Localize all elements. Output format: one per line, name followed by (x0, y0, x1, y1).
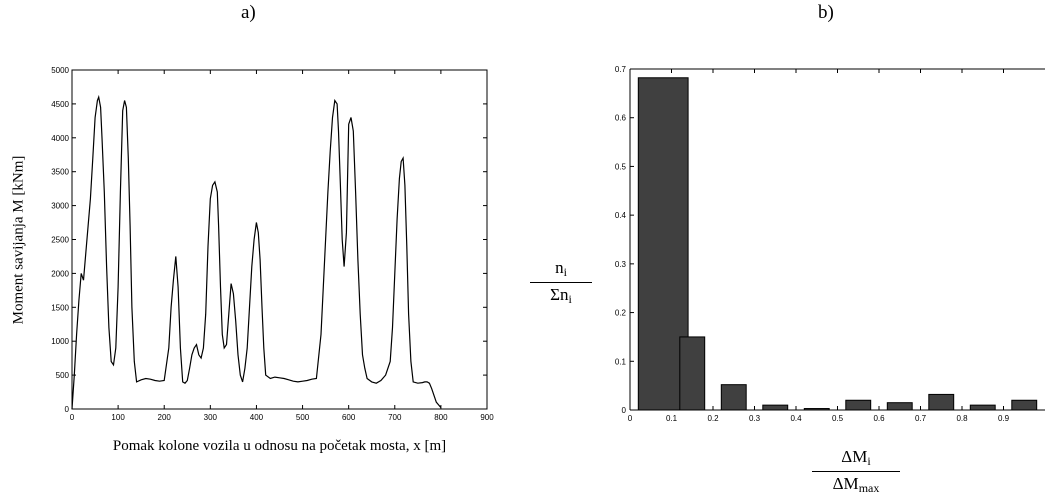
chart-b-y-axis-label: ni Σni (530, 258, 592, 307)
chart-b-y-tick-label: 0 (622, 406, 627, 415)
chart-b-y-tick-label: 0.3 (615, 260, 627, 269)
chart-b-bar (928, 393, 955, 411)
chart-b-bar (969, 404, 996, 411)
chart-a-x-tick-label: 0 (70, 413, 75, 422)
x-label-denominator: ΔMmax (832, 474, 880, 495)
chart-a-x-tick-label: 400 (250, 413, 264, 422)
chart-b-x-tick-label: 0.3 (749, 414, 761, 423)
chart-a-y-tick-label: 2000 (51, 269, 69, 278)
chart-b-bar (1011, 399, 1038, 411)
chart-a-x-axis-label: Pomak kolone vozila u odnosu na početak … (112, 438, 447, 454)
chart-a-plot-frame (71, 69, 488, 410)
chart-b-x-tick-label: 0.9 (998, 414, 1010, 423)
chart-a-moment-line (71, 94, 442, 410)
panel-a-label: a) (241, 2, 256, 23)
chart-a-y-axis-label: Moment savijanja M [kNm] (10, 155, 27, 325)
chart-b-bar (845, 399, 872, 411)
chart-a-y-tick-label: 1500 (51, 303, 69, 312)
chart-b-bar (637, 77, 689, 411)
chart-a-y-tick-label: 500 (56, 371, 70, 380)
chart-b-x-tick-label: 0.7 (915, 414, 927, 423)
chart-b-bar (762, 404, 789, 411)
chart-a-y-tick-label: 2500 (51, 236, 69, 245)
chart-a-x-tick-label: 300 (204, 413, 218, 422)
chart-b-x-tick-label: 0.8 (956, 414, 968, 423)
chart-b-x-tick-label: 0 (628, 414, 633, 423)
chart-b-y-tick-label: 0.4 (615, 211, 627, 220)
chart-b-y-tick-label: 0.7 (615, 65, 627, 74)
chart-a-y-tick-label: 3000 (51, 202, 69, 211)
y-label-numerator: ni (530, 258, 592, 283)
chart-b-y-tick-label: 0.1 (615, 357, 627, 366)
chart-b-bar (886, 402, 913, 411)
chart-a-y-tick-label: 1000 (51, 337, 69, 346)
chart-b-x-tick-label: 0.4 (790, 414, 802, 423)
chart-a-x-tick-label: 800 (434, 413, 448, 422)
chart-b-y-tick-label: 0.5 (615, 162, 627, 171)
chart-a-x-tick-label: 900 (480, 413, 494, 422)
chart-a-x-tick-label: 600 (342, 413, 356, 422)
chart-b-x-tick-label: 0.6 (873, 414, 885, 423)
y-label-denominator: Σni (550, 285, 572, 306)
chart-b-x-tick-label: 0.2 (707, 414, 719, 423)
chart-a-y-tick-label: 4000 (51, 134, 69, 143)
chart-a-y-tick-label: 5000 (51, 66, 69, 75)
chart-b-bar (803, 408, 830, 411)
chart-a-y-tick-label: 0 (65, 405, 70, 414)
chart-b-x-tick-label: 0.1 (666, 414, 678, 423)
chart-a-x-tick-label: 200 (158, 413, 172, 422)
chart-b-bar (679, 336, 706, 411)
chart-a-x-tick-label: 100 (111, 413, 125, 422)
chart-a-y-tick-label: 3500 (51, 168, 69, 177)
x-label-numerator: ΔMi (812, 447, 900, 472)
chart-a-x-tick-label: 700 (388, 413, 402, 422)
chart-b-x-axis-label: ΔMi ΔMmax (812, 447, 900, 496)
chart-b-bar (720, 384, 747, 411)
chart-a-x-tick-label: 500 (296, 413, 310, 422)
panel-b-label: b) (818, 2, 834, 23)
chart-b-x-tick-label: 0.5 (832, 414, 844, 423)
chart-b-y-tick-label: 0.6 (615, 114, 627, 123)
chart-a-y-tick-label: 4500 (51, 100, 69, 109)
chart-b-y-tick-label: 0.2 (615, 309, 627, 318)
